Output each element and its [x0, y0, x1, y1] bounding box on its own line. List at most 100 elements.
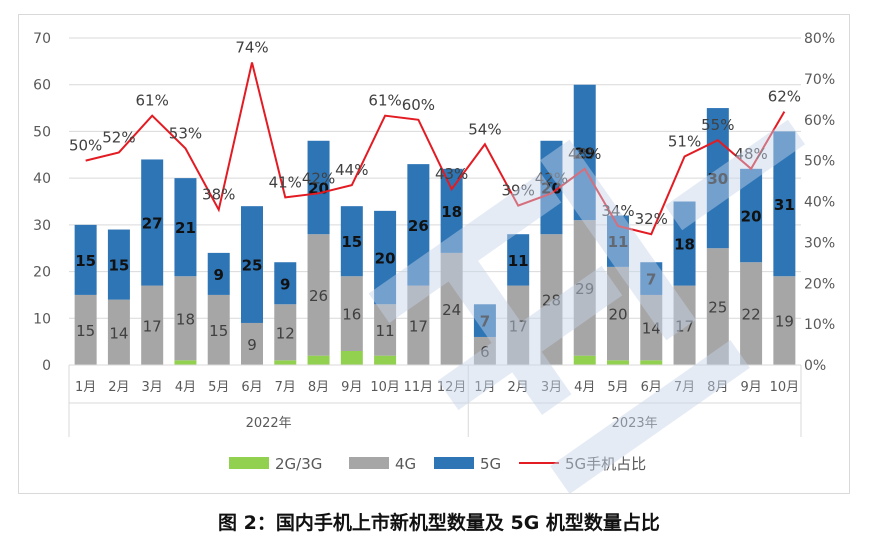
bar-5 — [540, 140, 563, 235]
data-label-4g: 17 — [143, 317, 162, 335]
bar-5 — [407, 164, 430, 286]
bar-5 — [207, 252, 230, 295]
bar-23 — [640, 360, 663, 365]
data-label-5g: 9 — [280, 275, 290, 293]
data-label-4g: 29 — [575, 280, 594, 298]
ratio-label: 44% — [335, 161, 368, 179]
data-label-4g: 19 — [775, 313, 794, 331]
data-label-4g: 15 — [209, 322, 228, 340]
y2-tick-label: 60% — [804, 113, 835, 129]
bar-4 — [274, 304, 297, 361]
y2-tick-label: 10% — [804, 317, 835, 333]
data-label-4g: 11 — [376, 322, 395, 340]
data-label-4g: 12 — [276, 324, 295, 342]
y-tick-label: 20 — [33, 265, 51, 281]
x-tick-label: 6月 — [641, 380, 662, 395]
data-label-5g: 29 — [574, 144, 595, 162]
ratio-label: 62% — [768, 88, 801, 106]
x-tick-label: 9月 — [341, 380, 362, 395]
x-tick-label: 11月 — [404, 380, 434, 395]
data-label-4g: 6 — [480, 343, 490, 361]
x-tick-label: 10月 — [370, 380, 400, 395]
y2-tick-label: 30% — [804, 235, 835, 251]
bar-5 — [507, 234, 530, 286]
data-label-4g: 16 — [342, 306, 361, 324]
data-label-5g: 20 — [375, 250, 396, 268]
ratio-label: 61% — [136, 92, 169, 110]
bar-4 — [706, 248, 729, 365]
ratio-label: 54% — [468, 120, 501, 138]
ratio-label: 42% — [302, 169, 335, 187]
bar-23 — [374, 355, 397, 365]
ratio-label: 34% — [601, 202, 634, 220]
data-label-5g: 26 — [408, 217, 429, 235]
chart-frame: 0 10 20 30 40 50 60 70 0% 10% 20% 30% 40% 50% 60% 70% 80… — [18, 14, 850, 494]
data-label-4g: 25 — [708, 299, 727, 317]
bar-5 — [673, 201, 696, 286]
data-label-4g: 26 — [309, 287, 328, 305]
ratio-label: 61% — [368, 92, 401, 110]
ratio-label: 50% — [69, 137, 102, 155]
ratio-label: 43% — [435, 165, 468, 183]
data-label-4g: 20 — [608, 306, 627, 324]
data-label-5g: 27 — [142, 215, 163, 233]
data-label-4g: 28 — [542, 292, 561, 310]
chart-svg: 0 10 20 30 40 50 60 70 0% 10% 20% 30% 40% 50% 60% 70% 80… — [33, 31, 835, 473]
ratio-line — [85, 62, 786, 236]
data-label-5g: 11 — [508, 252, 529, 270]
legend-swatch-g23 — [229, 457, 269, 469]
bar-5 — [241, 206, 263, 323]
data-label-4g: 9 — [247, 336, 257, 354]
x-tick-label: 1月 — [75, 380, 96, 395]
bar-4 — [207, 294, 230, 365]
bar-5 — [640, 262, 663, 295]
ratio-label: 32% — [635, 210, 668, 228]
bar-4 — [673, 285, 696, 365]
bar-5 — [473, 304, 496, 337]
ratio-label: 41% — [269, 173, 302, 191]
y-tick-label: 50 — [33, 124, 51, 140]
bar-4 — [473, 336, 496, 365]
data-label-5g: 31 — [774, 196, 795, 214]
bar-5 — [307, 140, 330, 235]
bar-5 — [107, 229, 130, 300]
x-tick-label: 8月 — [707, 380, 728, 395]
data-label-4g: 22 — [742, 306, 761, 324]
ratio-label: 38% — [202, 186, 235, 204]
x-tick-label: 7月 — [674, 380, 695, 395]
legend-label: 2G/3G — [275, 455, 322, 473]
data-label-5g: 18 — [674, 236, 695, 254]
bar-5 — [74, 224, 97, 295]
bar-5 — [440, 168, 463, 253]
x-tick-label: 12月 — [437, 380, 467, 395]
x-tick-label: 5月 — [208, 380, 229, 395]
x-tick-label: 9月 — [740, 380, 761, 395]
x-tick-label: 2月 — [508, 380, 529, 395]
figure-caption: 图 2：国内手机上市新机型数量及 5G 机型数量占比 — [218, 512, 660, 534]
bar-4 — [174, 276, 197, 361]
y2-tick-label: 80% — [804, 31, 835, 47]
legend-label: 4G — [395, 455, 416, 473]
data-label-5g: 20 — [741, 208, 762, 226]
bar-5 — [141, 159, 164, 286]
y2-tick-label: 70% — [804, 72, 835, 88]
bar-4 — [340, 276, 363, 351]
ratio-label: 60% — [402, 96, 435, 114]
bar-4 — [241, 322, 263, 365]
data-label-4g: 15 — [76, 322, 95, 340]
data-label-5g: 21 — [175, 219, 196, 237]
x-tick-label: 5月 — [607, 380, 628, 395]
bar-4 — [573, 220, 596, 356]
ratio-label: 48% — [734, 145, 767, 163]
legend-swatch-g4 — [349, 457, 389, 469]
data-label-5g: 18 — [441, 203, 462, 221]
x-tick-label: 3月 — [142, 380, 163, 395]
bar-4 — [407, 285, 430, 365]
data-label-4g: 14 — [642, 320, 661, 338]
bar-4 — [141, 285, 164, 365]
bar-4 — [507, 285, 530, 365]
y-tick-label: 10 — [33, 311, 51, 327]
data-label-5g: 7 — [480, 313, 490, 331]
x-tick-label: 6月 — [241, 380, 262, 395]
bar-23 — [174, 360, 197, 365]
